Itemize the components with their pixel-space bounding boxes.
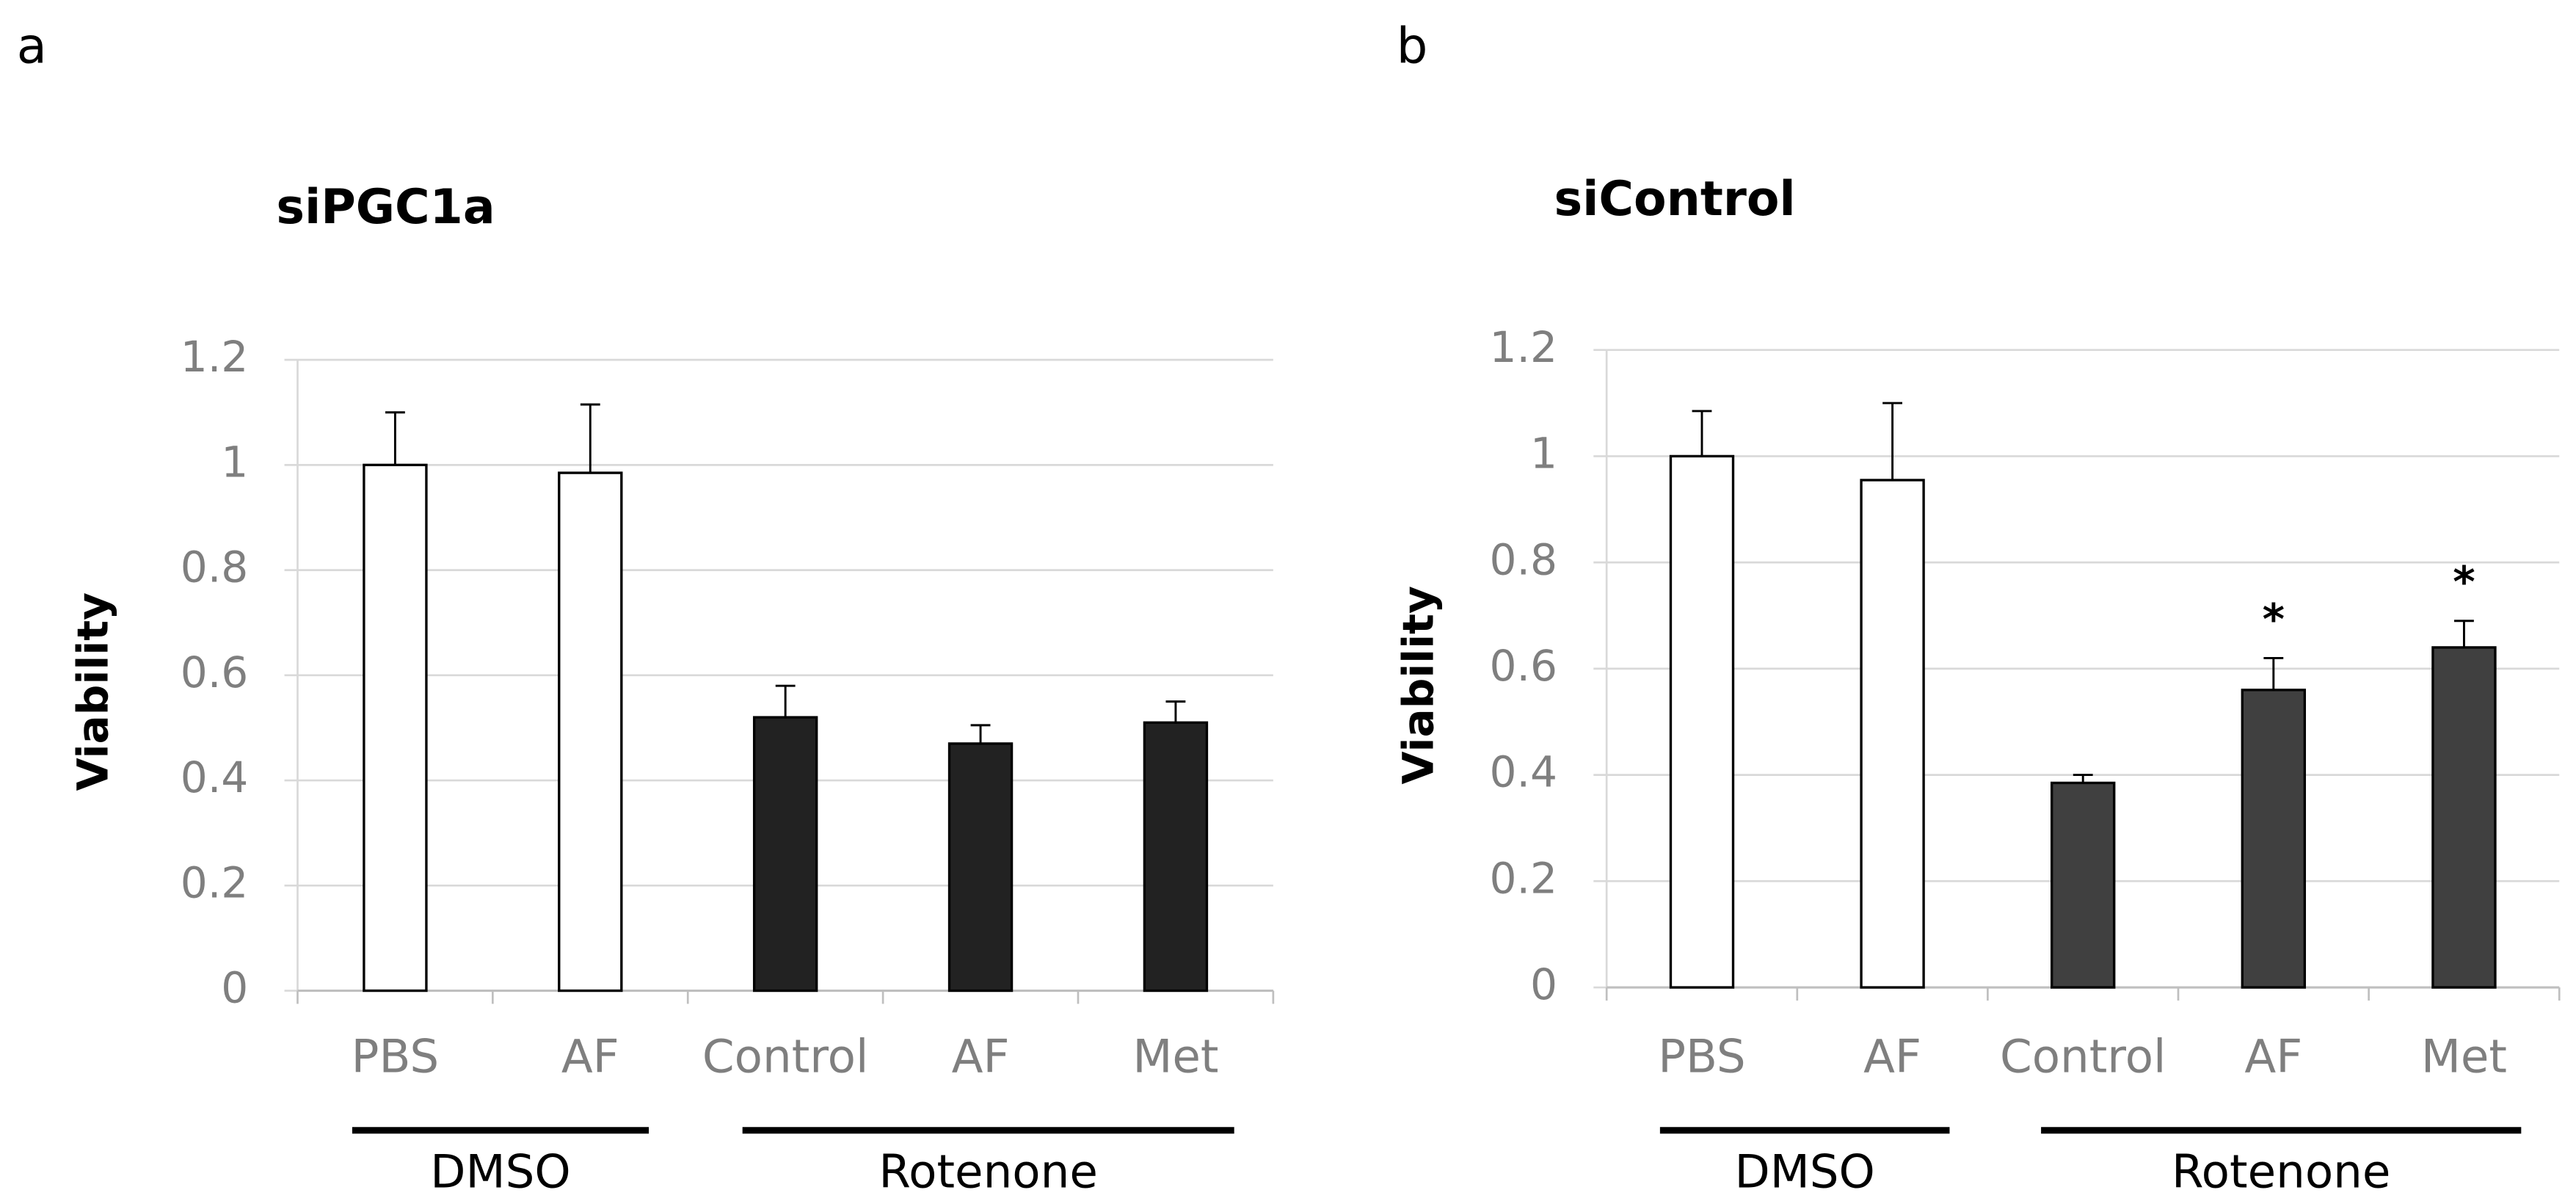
y-tick-label: 0.6	[181, 647, 249, 697]
y-tick-label: 1	[221, 437, 248, 487]
y-axis-label: Viability	[68, 592, 117, 791]
y-axis-label: Viability	[1393, 586, 1443, 784]
bar	[558, 471, 623, 993]
chart-title: siControl	[1554, 172, 1796, 227]
group-label: DMSO	[1734, 1144, 1874, 1198]
y-tick-label: 0.6	[1490, 641, 1558, 691]
y-tick-label: 0.2	[181, 857, 249, 907]
x-tick-label: Met	[1132, 1030, 1218, 1084]
y-tick-label: 0.8	[1490, 534, 1558, 584]
chart-title: siPGC1a	[276, 180, 495, 235]
group-label: Rotenone	[2172, 1144, 2390, 1198]
x-tick-label: AF	[1863, 1030, 1921, 1084]
significance-mark: *	[2263, 594, 2285, 644]
bar	[1143, 721, 1209, 993]
x-tick-label: PBS	[1658, 1030, 1745, 1084]
y-tick-label: 0.2	[1490, 853, 1558, 903]
y-tick-label: 0.4	[181, 752, 249, 802]
y-tick-label: 1.2	[1490, 322, 1558, 372]
bar	[1669, 454, 1735, 989]
y-tick-label: 1.2	[181, 332, 249, 382]
bar	[363, 463, 428, 993]
y-tick-label: 1	[1530, 429, 1557, 479]
x-tick-label: Control	[2000, 1030, 2166, 1084]
significance-mark: *	[2453, 557, 2475, 607]
x-tick-label: AF	[561, 1030, 619, 1084]
x-tick-label: Met	[2421, 1030, 2507, 1084]
bar	[947, 742, 1014, 993]
y-tick-label: 0.8	[181, 543, 249, 592]
x-tick-label: AF	[952, 1030, 1010, 1084]
y-tick-label: 0.4	[1490, 747, 1558, 797]
x-tick-label: PBS	[352, 1030, 439, 1084]
panel-label: b	[1397, 18, 1428, 75]
group-label: Rotenone	[878, 1144, 1097, 1198]
bar	[752, 716, 818, 993]
group-label: DMSO	[430, 1144, 570, 1198]
bar	[2431, 646, 2497, 989]
x-tick-label: Control	[702, 1030, 869, 1084]
y-tick-label: 0	[221, 963, 248, 1013]
bar	[2241, 689, 2307, 989]
bar	[2051, 781, 2116, 989]
bar	[1860, 479, 1925, 989]
y-tick-label: 0	[1530, 959, 1557, 1009]
panel-label: a	[17, 18, 47, 75]
x-tick-label: AF	[2244, 1030, 2302, 1084]
